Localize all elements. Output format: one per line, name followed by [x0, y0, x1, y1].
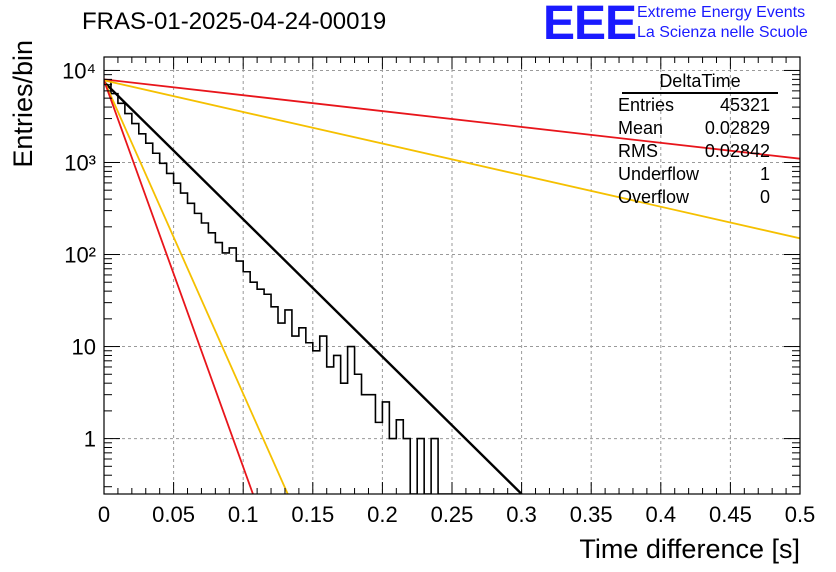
- stats-row: Entries 45321: [612, 94, 778, 117]
- x-axis-label: Time difference [s]: [579, 534, 800, 564]
- stats-value: 45321: [719, 95, 770, 115]
- x-tick-label: 0.25: [431, 502, 474, 527]
- y-axis-label: Entries/bin: [8, 40, 38, 168]
- stats-value: 0.02829: [704, 118, 770, 138]
- fit-line: [104, 78, 800, 160]
- x-tick-label: 0.1: [228, 502, 259, 527]
- x-tick-label: 0.4: [646, 502, 677, 527]
- fit-line: [104, 80, 289, 494]
- stats-row: Mean 0.02829: [612, 117, 778, 140]
- fit-line: [104, 81, 523, 494]
- y-tick-label: 10³: [64, 150, 96, 175]
- stats-value: 0.02842: [704, 141, 770, 161]
- stats-label: Underflow: [618, 164, 700, 184]
- x-tick-label: 0.45: [709, 502, 752, 527]
- stats-label: Mean: [618, 118, 664, 138]
- stats-row: Underflow 1: [612, 163, 778, 186]
- y-tick-label: 10: [72, 335, 96, 360]
- stats-label: Entries: [618, 95, 675, 115]
- eee-logo: EEE: [543, 0, 637, 50]
- stats-title: DeltaTime: [622, 70, 778, 94]
- stats-box: DeltaTime Entries 45321 Mean 0.02829 RMS…: [612, 70, 778, 209]
- x-tick-label: 0.15: [291, 502, 334, 527]
- x-tick-label: 0.5: [785, 502, 816, 527]
- stats-label: Overflow: [618, 187, 690, 207]
- fit-line: [104, 79, 800, 240]
- histogram-title: FRAS-01-2025-04-24-00019: [82, 8, 387, 35]
- x-tick-label: 0: [98, 502, 110, 527]
- x-tick-label: 0.2: [367, 502, 398, 527]
- y-tick-label: 10⁴: [62, 58, 96, 83]
- stats-row: Overflow 0: [612, 186, 778, 209]
- stats-value: 0: [759, 187, 770, 207]
- x-tick-label: 0.3: [506, 502, 537, 527]
- stats-row: RMS 0.02842: [612, 140, 778, 163]
- fit-line: [104, 80, 254, 494]
- logo-line-1: Extreme Energy Events: [637, 4, 806, 21]
- stats-label: RMS: [618, 141, 658, 161]
- y-tick-label: 10²: [64, 243, 96, 268]
- x-tick-label: 0.35: [570, 502, 613, 527]
- x-tick-label: 0.05: [152, 502, 195, 527]
- stats-value: 1: [759, 164, 770, 184]
- y-tick-label: 1: [84, 427, 96, 452]
- histogram-bars: [104, 79, 522, 494]
- logo-line-2: La Scienza nelle Scuole: [637, 24, 808, 41]
